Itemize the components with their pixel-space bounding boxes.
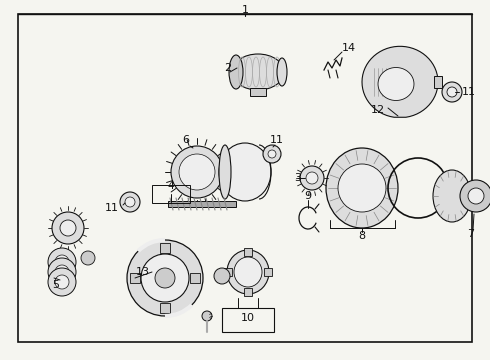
Text: 6: 6 — [182, 135, 190, 145]
Circle shape — [468, 188, 484, 204]
Text: 1: 1 — [242, 5, 248, 15]
Bar — [190, 273, 200, 283]
Circle shape — [60, 220, 76, 236]
Text: 10: 10 — [241, 313, 255, 323]
Bar — [222, 308, 274, 332]
Ellipse shape — [326, 148, 398, 228]
Circle shape — [460, 180, 490, 212]
Ellipse shape — [234, 257, 262, 287]
Bar — [250, 88, 266, 96]
Text: 9: 9 — [304, 191, 312, 201]
Ellipse shape — [219, 143, 271, 201]
Circle shape — [127, 240, 203, 316]
Circle shape — [81, 251, 95, 265]
Circle shape — [442, 82, 462, 102]
Circle shape — [48, 268, 76, 296]
Bar — [244, 288, 252, 296]
Circle shape — [171, 146, 223, 198]
Ellipse shape — [219, 145, 231, 199]
Circle shape — [141, 254, 189, 302]
Circle shape — [300, 166, 324, 190]
Text: 3: 3 — [294, 173, 301, 183]
Bar — [130, 273, 140, 283]
Circle shape — [268, 150, 276, 158]
Text: 11: 11 — [270, 135, 284, 145]
Bar — [160, 243, 170, 253]
Text: 11: 11 — [462, 87, 476, 97]
Circle shape — [306, 172, 318, 184]
Circle shape — [447, 87, 457, 97]
Circle shape — [48, 248, 76, 276]
Text: 5: 5 — [52, 280, 59, 290]
Text: 4: 4 — [168, 181, 174, 191]
Text: 8: 8 — [359, 231, 366, 241]
Text: 2: 2 — [224, 63, 232, 73]
Ellipse shape — [277, 58, 287, 86]
Circle shape — [155, 268, 175, 288]
Circle shape — [55, 265, 69, 279]
Polygon shape — [362, 46, 438, 117]
Circle shape — [338, 164, 386, 212]
Text: 11: 11 — [105, 203, 119, 213]
Bar — [244, 248, 252, 256]
Circle shape — [179, 154, 215, 190]
Bar — [264, 268, 272, 276]
Text: 12: 12 — [371, 105, 385, 115]
Circle shape — [52, 212, 84, 244]
Circle shape — [55, 275, 69, 289]
Circle shape — [125, 197, 135, 207]
Bar — [160, 303, 170, 313]
Bar — [168, 201, 236, 207]
Circle shape — [48, 258, 76, 286]
Bar — [434, 76, 442, 88]
Text: 13: 13 — [136, 267, 150, 277]
Ellipse shape — [232, 54, 284, 90]
Circle shape — [120, 192, 140, 212]
Circle shape — [55, 255, 69, 269]
Ellipse shape — [227, 250, 269, 294]
Text: 7: 7 — [467, 229, 474, 239]
Bar — [152, 185, 190, 203]
Text: 14: 14 — [342, 43, 356, 53]
Polygon shape — [378, 68, 414, 100]
Circle shape — [263, 145, 281, 163]
Bar — [224, 268, 232, 276]
Ellipse shape — [229, 55, 243, 89]
Circle shape — [202, 311, 212, 321]
Ellipse shape — [433, 170, 471, 222]
Circle shape — [214, 268, 230, 284]
